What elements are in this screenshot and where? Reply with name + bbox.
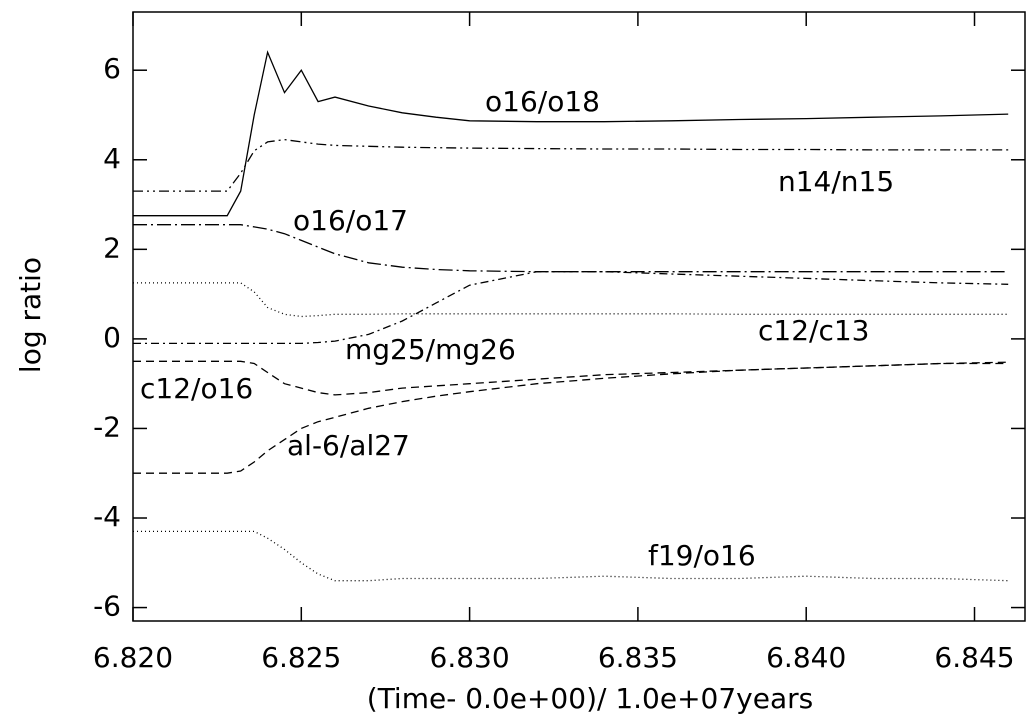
y-axis-title: log ratio [14, 257, 47, 373]
x-tick-label: 6.835 [598, 641, 678, 674]
y-tick-label: 2 [103, 231, 121, 264]
series-label: c12/c13 [758, 314, 869, 347]
x-axis-title: (Time- 0.0e+00)/ 1.0e+07years [367, 682, 813, 715]
plot-frame [132, 11, 1026, 622]
y-tick-label: -2 [93, 410, 121, 443]
y-tick-label: -4 [93, 500, 121, 533]
series-label: o16/o17 [293, 204, 408, 237]
y-tick-label: -6 [93, 590, 121, 623]
series-label: mg25/mg26 [345, 333, 516, 366]
series-line [133, 530, 1009, 582]
series-line [133, 360, 1009, 396]
series-line [133, 361, 1009, 474]
series-label: n14/n15 [778, 165, 894, 198]
x-tick-label: 6.830 [430, 641, 510, 674]
series-line [133, 138, 1009, 192]
x-tick-label: 6.840 [766, 641, 846, 674]
series-line [133, 50, 1009, 217]
x-tick-label: 6.820 [93, 641, 173, 674]
series-label: f19/o16 [648, 539, 756, 572]
x-tick-label: 6.825 [261, 641, 341, 674]
y-tick-label: 6 [103, 52, 121, 85]
y-tick-label: 4 [103, 142, 121, 175]
series-line [133, 282, 1009, 318]
series-label: c12/o16 [140, 372, 253, 405]
series-line [133, 271, 1009, 345]
x-tick-label: 6.845 [934, 641, 1014, 674]
series-label: o16/o18 [485, 85, 600, 118]
y-tick-label: 0 [103, 321, 121, 354]
series-line [133, 224, 1009, 273]
series-label: al-6/al27 [287, 429, 410, 462]
